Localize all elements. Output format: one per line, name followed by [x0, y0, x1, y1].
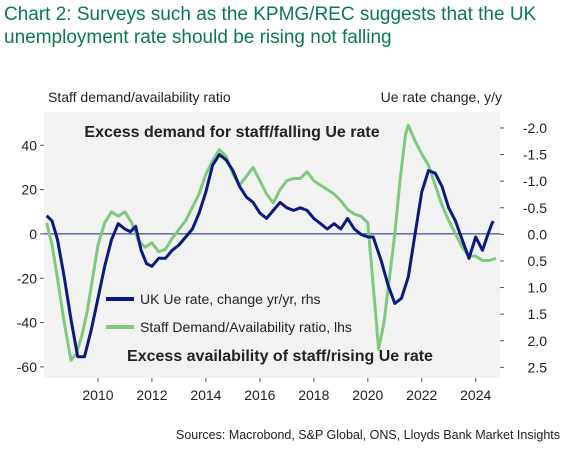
x-tick-label: 2014 — [190, 387, 221, 403]
right-tick-label: 2.5 — [528, 359, 548, 375]
right-tick-label: 0.5 — [528, 253, 548, 269]
x-tick-label: 2020 — [352, 387, 383, 403]
x-tick-label: 2012 — [136, 387, 167, 403]
annotation-top: Excess demand for staff/falling Ue rate — [84, 124, 379, 141]
left-axis-label: Staff demand/availability ratio — [48, 89, 231, 105]
right-tick-label: 0.0 — [528, 226, 548, 242]
right-tick-label: -2.0 — [523, 120, 547, 136]
x-axis-ticks: 2010 2012 2014 2016 2018 2020 2022 2024 — [82, 378, 491, 403]
legend: UK Ue rate, change yr/yr, rhs Staff Dema… — [106, 291, 352, 335]
series-line-ue-rate — [45, 153, 495, 359]
right-tick-label: -1.5 — [523, 147, 547, 163]
right-axis-ticks: 2.5 2.0 1.5 1.0 0.5 0.0 -0.5 -1.0 -1.5 -2.0 — [500, 120, 547, 375]
left-tick-label: 20 — [21, 182, 37, 198]
source-note: Sources: Macrobond, S&P Global, ONS, Llo… — [176, 428, 560, 442]
right-tick-label: 1.5 — [528, 306, 548, 322]
left-tick-label: -20 — [17, 270, 37, 286]
x-tick-label: 2024 — [460, 387, 491, 403]
left-tick-label: -60 — [17, 359, 37, 375]
x-tick-label: 2018 — [298, 387, 329, 403]
right-axis-label: Ue rate change, y/y — [381, 89, 502, 105]
left-tick-label: 0 — [29, 226, 37, 242]
legend-label-ue-rate: UK Ue rate, change yr/yr, rhs — [140, 291, 321, 307]
chart-title: Chart 2: Surveys such as the KPMG/REC su… — [4, 4, 537, 48]
x-tick-label: 2016 — [244, 387, 275, 403]
x-tick-label: 2010 — [82, 387, 113, 403]
right-tick-label: -0.5 — [523, 200, 547, 216]
x-tick-label: 2022 — [406, 387, 437, 403]
right-tick-label: -1.0 — [523, 173, 547, 189]
left-tick-label: -40 — [17, 315, 37, 331]
right-tick-label: 2.0 — [528, 333, 548, 349]
plot-area — [44, 112, 500, 378]
legend-label-staff-ratio: Staff Demand/Availability ratio, lhs — [140, 319, 352, 335]
right-tick-label: 1.0 — [528, 280, 548, 296]
left-axis-ticks: -60 -40 -20 0 20 40 — [17, 137, 44, 375]
annotation-bottom: Excess availability of staff/rising Ue r… — [127, 348, 433, 365]
left-tick-label: 40 — [21, 137, 37, 153]
series-line-staff-ratio — [45, 123, 497, 362]
